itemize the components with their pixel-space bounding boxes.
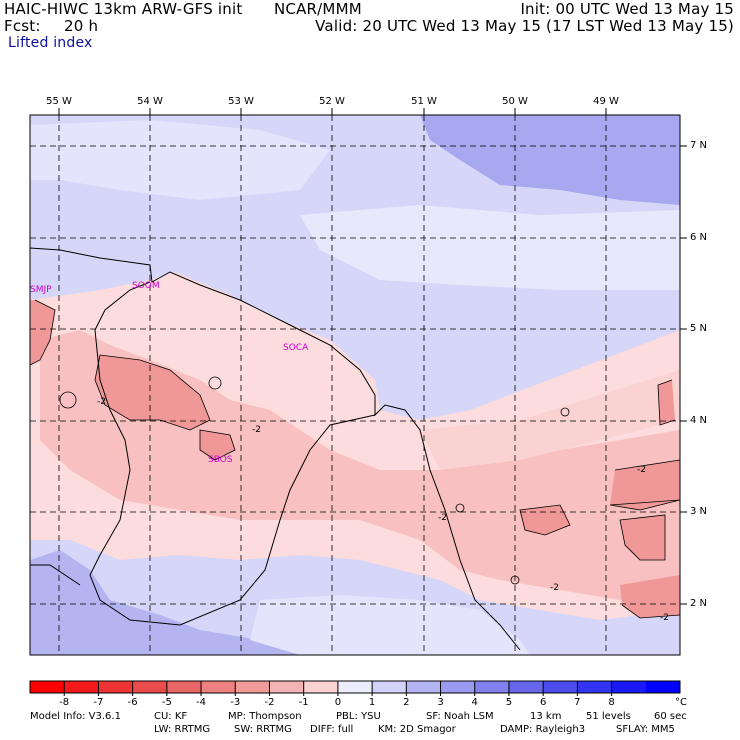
contour-label: -2 xyxy=(637,465,646,475)
contour-line xyxy=(657,379,676,426)
footer-pbl: PBL: YSU xyxy=(336,711,381,722)
contour-label: -2 xyxy=(660,613,669,623)
footer-levels: 51 levels xyxy=(586,711,631,722)
contour-label: -2 xyxy=(97,397,106,407)
lon-label: 54 W xyxy=(137,96,163,107)
contour-line xyxy=(621,604,680,619)
contour-line xyxy=(609,459,680,511)
unstable-dark-cell-5 xyxy=(620,515,665,560)
footer-mp: MP: Thompson xyxy=(228,711,302,722)
footer-diff: DIFF: full xyxy=(310,724,354,735)
contour-line xyxy=(30,299,56,366)
unstable-dark-cell-7 xyxy=(200,430,235,460)
contour-line xyxy=(560,407,570,417)
valid-time: Valid: 20 UTC Wed 13 May 15 (17 LST Wed … xyxy=(315,17,734,35)
stable-dark-area xyxy=(420,115,680,205)
lon-label: 53 W xyxy=(228,96,254,107)
unstable-dark-cell-4 xyxy=(610,460,680,510)
station-smjp: SMJP xyxy=(30,285,52,295)
footer-timestep: 60 sec xyxy=(654,711,687,722)
coastline xyxy=(30,247,521,651)
map-frame xyxy=(29,114,681,656)
lat-label: 2 N xyxy=(690,598,708,609)
stable-light-band xyxy=(30,120,330,200)
unstable-mid-east xyxy=(420,370,680,470)
forecast-hour: 20 h xyxy=(64,17,99,35)
footer-cu: CU: KF xyxy=(154,711,188,722)
org-label: NCAR/MMM xyxy=(274,0,362,18)
border-line xyxy=(30,564,81,586)
lon-label: 55 W xyxy=(46,96,72,107)
footer-model-info: Model Info: V3.6.1 xyxy=(30,711,121,722)
station-soca: SOCA xyxy=(283,343,309,353)
contour-label: -2 xyxy=(438,513,447,523)
stable-light-band-east xyxy=(300,205,680,290)
unstable-dark-cell-1 xyxy=(95,355,210,430)
footer-sf: SF: Noah LSM xyxy=(426,711,494,722)
unstable-dark-cell-3 xyxy=(520,505,570,535)
init-time: Init: 00 UTC Wed 13 May 15 xyxy=(520,0,734,18)
contour-line xyxy=(519,504,571,536)
model-title: HAIC-HIWC 13km ARW-GFS init xyxy=(4,0,243,18)
footer-lw: LW: RRTMG xyxy=(154,724,211,735)
footer-km: KM: 2D Smagor xyxy=(378,724,456,735)
lon-label: 50 W xyxy=(502,96,528,107)
lat-label: 3 N xyxy=(690,506,708,517)
contour-line xyxy=(619,514,666,561)
unstable-dark-cell-8 xyxy=(658,380,675,425)
lat-label: 4 N xyxy=(690,415,708,426)
border-line xyxy=(89,281,376,626)
contour-line xyxy=(59,391,77,409)
station-sbos: SBOS xyxy=(208,455,233,465)
lat-label: 5 N xyxy=(690,323,708,334)
station-soom: SOOM xyxy=(132,281,160,291)
footer-sw: SW: RRTMG xyxy=(234,724,292,735)
contour-label: -2 xyxy=(550,583,559,593)
contour-line xyxy=(94,354,211,431)
lat-label: 6 N xyxy=(690,232,708,243)
footer-sflay: SFLAY: MM5 xyxy=(616,724,675,735)
contour-line xyxy=(208,376,222,390)
lon-label: 49 W xyxy=(593,96,619,107)
lon-label: 51 W xyxy=(411,96,437,107)
forecast-label: Fcst: xyxy=(4,17,41,35)
stable-light-south xyxy=(250,595,530,655)
contour-label: -2 xyxy=(252,425,261,435)
contour-line xyxy=(199,429,236,461)
lat-label: 7 N xyxy=(690,140,708,151)
lon-label: 52 W xyxy=(319,96,345,107)
footer-resolution: 13 km xyxy=(530,711,562,722)
unstable-dark-cell-2 xyxy=(30,300,55,365)
stable-dark-sw xyxy=(30,550,300,655)
footer-damp: DAMP: Rayleigh3 xyxy=(500,724,586,735)
field-name: Lifted index xyxy=(8,35,93,51)
unstable-dark-cell-6 xyxy=(620,575,680,618)
